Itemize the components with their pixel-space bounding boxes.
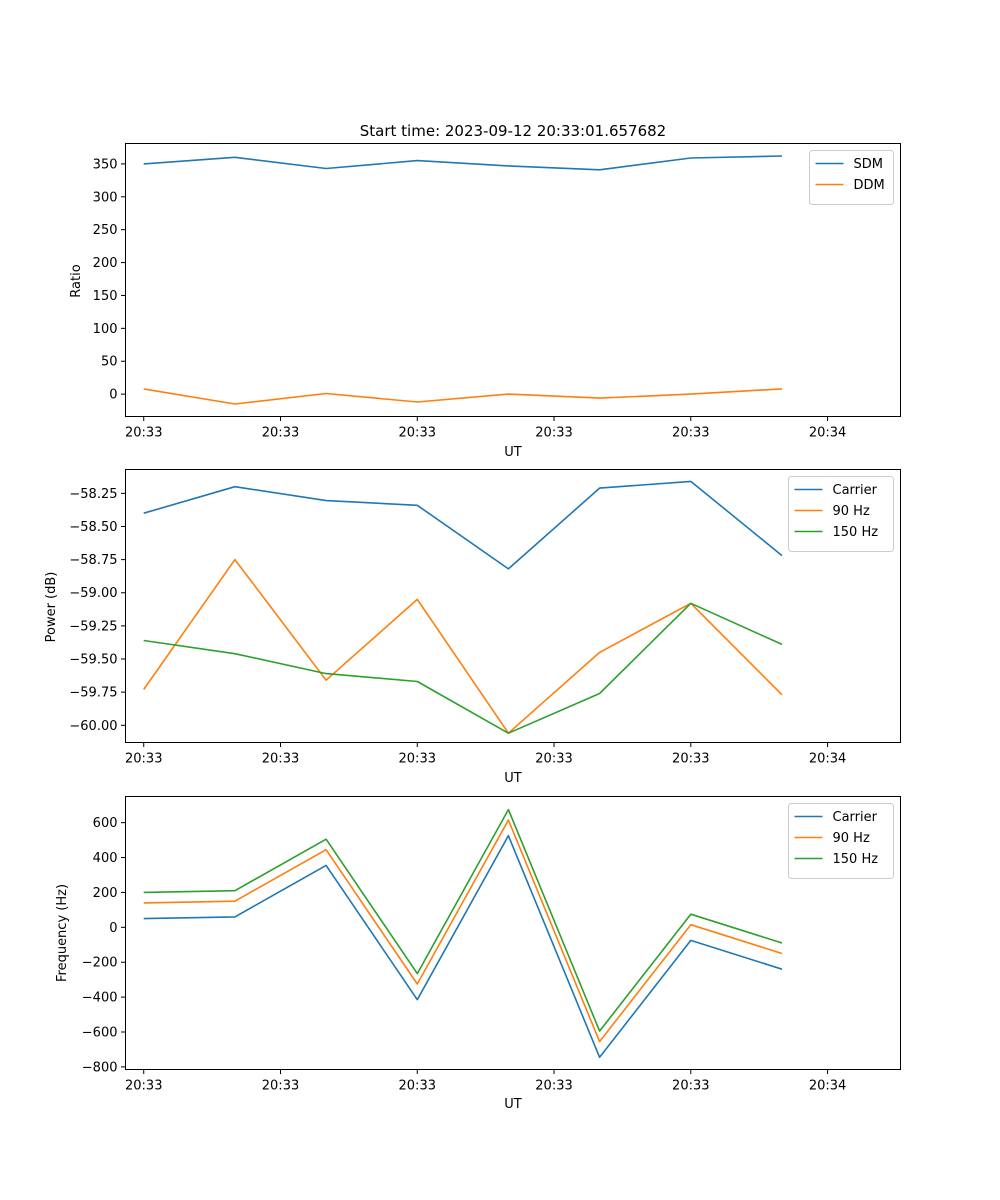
frequency-y-tick-label: −800 — [82, 1060, 118, 1075]
frequency-y-axis-label: Frequency (Hz) — [55, 884, 70, 982]
ratio-plot: 20:33 20:33 20:33 20:33 20:33 20:34 0 50 100 150 2… — [69, 143, 901, 460]
power-y-tick-label: −59.75 — [69, 686, 117, 701]
ratio-series-ddm-line — [143, 388, 783, 405]
ratio-y-tick-label: 100 — [93, 322, 118, 337]
ratio-y-tick-label: 150 — [93, 289, 118, 304]
ratio-series-sdm-line — [143, 155, 783, 171]
frequency-y-tick-label: 0 — [109, 921, 117, 936]
power-x-axis-label: UT — [504, 771, 522, 786]
power-x-tick-label: 20:33 — [535, 752, 572, 767]
ratio-x-tick-label: 20:33 — [535, 426, 572, 441]
ratio-plot-frame — [125, 143, 901, 417]
ratio-x-axis-label: UT — [504, 445, 522, 460]
ratio-legend-label-sdm: SDM — [854, 157, 883, 172]
power-x-tick-label: 20:33 — [399, 752, 436, 767]
frequency-plot-frame — [125, 796, 901, 1070]
power-y-tick-label: −58.75 — [69, 553, 117, 568]
frequency-legend-label-150-hz: 150 Hz — [833, 852, 879, 867]
frequency-y-tick-label: 200 — [93, 886, 118, 901]
frequency-series-90-hz-line — [143, 819, 783, 1043]
power-legend-label-150-hz: 150 Hz — [833, 525, 879, 540]
power-y-tick-label: −59.50 — [69, 653, 117, 668]
power-x-tick-label: 20:34 — [809, 752, 846, 767]
power-x-tick-label: 20:33 — [125, 752, 162, 767]
frequency-x-tick-label: 20:33 — [672, 1079, 709, 1094]
frequency-legend-label-90-hz: 90 Hz — [833, 831, 870, 846]
frequency-x-tick-label: 20:33 — [125, 1079, 162, 1094]
power-x-tick-label: 20:33 — [262, 752, 299, 767]
ratio-x-tick-label: 20:33 — [672, 426, 709, 441]
frequency-y-tick-label: −400 — [82, 991, 118, 1006]
power-y-axis-label: Power (dB) — [44, 572, 59, 643]
ratio-y-tick-label: 300 — [93, 190, 118, 205]
power-legend-label-90-hz: 90 Hz — [833, 504, 870, 519]
power-legend — [788, 476, 894, 552]
power-x-tick-label: 20:33 — [672, 752, 709, 767]
ratio-y-tick-label: 0 — [109, 388, 117, 403]
power-plot-frame — [125, 469, 901, 743]
ratio-x-tick-label: 20:33 — [262, 426, 299, 441]
power-plot: 20:33 20:33 20:33 20:33 20:33 20:34 −60.00 −59.… — [44, 469, 901, 786]
power-y-tick-label: −58.50 — [69, 520, 117, 535]
ratio-x-tick-label: 20:34 — [809, 426, 846, 441]
ratio-y-tick-label: 250 — [93, 223, 118, 238]
ratio-legend-label-ddm: DDM — [854, 178, 885, 193]
ratio-x-tick-label: 20:33 — [125, 426, 162, 441]
frequency-x-tick-label: 20:34 — [809, 1079, 846, 1094]
chart-title: Start time: 2023-09-12 20:33:01.657682 — [360, 122, 666, 140]
power-legend-label-carrier: Carrier — [833, 483, 878, 498]
power-y-tick-label: −60.00 — [69, 719, 117, 734]
power-series-90-hz-line — [143, 558, 783, 735]
frequency-series-150-hz-line — [143, 808, 783, 1032]
frequency-x-axis-label: UT — [504, 1097, 522, 1112]
frequency-y-tick-label: −200 — [82, 956, 118, 971]
ratio-y-axis-label: Ratio — [69, 264, 84, 297]
frequency-plot: 20:33 20:33 20:33 20:33 20:33 20:34 −800 −600 −4… — [55, 796, 901, 1112]
power-series-150-hz-line — [143, 602, 783, 735]
frequency-legend-label-carrier: Carrier — [833, 810, 878, 825]
frequency-x-tick-label: 20:33 — [262, 1079, 299, 1094]
ratio-y-tick-label: 350 — [93, 157, 118, 172]
frequency-y-tick-label: 600 — [93, 816, 118, 831]
power-series-carrier-line — [143, 480, 783, 570]
ratio-y-tick-label: 200 — [93, 256, 118, 271]
power-y-tick-label: −58.25 — [69, 487, 117, 502]
frequency-x-tick-label: 20:33 — [399, 1079, 436, 1094]
power-y-tick-label: −59.00 — [69, 586, 117, 601]
frequency-series-carrier-line — [143, 834, 783, 1059]
frequency-legend — [788, 803, 894, 879]
frequency-y-tick-label: −600 — [82, 1025, 118, 1040]
frequency-y-tick-label: 400 — [93, 851, 118, 866]
ratio-x-tick-label: 20:33 — [399, 426, 436, 441]
frequency-x-tick-label: 20:33 — [535, 1079, 572, 1094]
power-y-tick-label: −59.25 — [69, 619, 117, 634]
ratio-y-tick-label: 50 — [101, 355, 118, 370]
